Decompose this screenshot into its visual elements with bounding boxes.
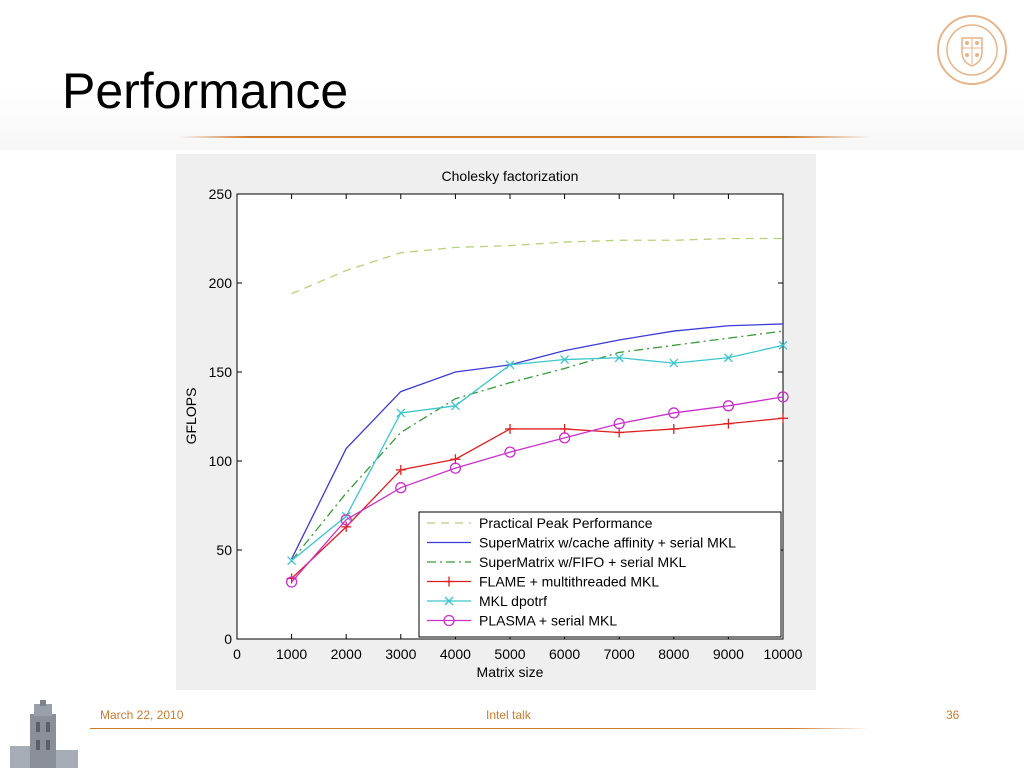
legend-label: Practical Peak Performance [479, 515, 653, 531]
series-0 [291, 237, 783, 295]
data-point [340, 514, 352, 526]
data-point [558, 432, 571, 444]
series-5 [285, 391, 789, 588]
chart-title: Cholesky factorization [442, 168, 579, 184]
y-axis: 0 50 100 150 200 250 [209, 186, 783, 647]
header-background [0, 0, 1024, 150]
data-point [505, 360, 515, 370]
series-line [291, 417, 784, 579]
series-layer [285, 237, 789, 588]
data-point [395, 482, 407, 494]
x-tick-label: 6000 [549, 646, 580, 662]
legend-label: SuperMatrix w/FIFO + serial MKL [479, 554, 687, 570]
x-tick-label: 3000 [385, 646, 416, 662]
y-tick-label: 150 [209, 364, 233, 380]
x-axis-label: Matrix size [477, 664, 544, 680]
x-tick-label: 4000 [440, 646, 471, 662]
legend-marker [444, 596, 454, 606]
legend-box [418, 511, 782, 638]
x-tick-label: 8000 [658, 646, 689, 662]
data-point [723, 353, 733, 363]
cholesky-chart: Cholesky factorization 0 1000 2000 3000 4000… [183, 168, 803, 680]
tower-image-icon [0, 700, 92, 768]
x-axis: 0 1000 2000 3000 4000 5000 6000 7000 8000 9000 100… [233, 194, 803, 662]
legend-label: PLASMA + serial MKL [479, 613, 617, 629]
x-tick-label: 0 [233, 646, 241, 662]
y-tick-label: 0 [224, 631, 232, 647]
data-point [504, 446, 516, 458]
legend-label: MKL dpotrf [479, 593, 547, 609]
series-2 [291, 330, 784, 562]
x-tick-label: 7000 [604, 646, 635, 662]
chart-panel: Cholesky factorization 0 1000 2000 3000 4000… [176, 154, 816, 690]
legend-label: SuperMatrix w/cache affinity + serial MK… [479, 535, 736, 551]
series-1 [291, 323, 784, 560]
data-point [287, 556, 297, 566]
x-tick-label: 2000 [331, 646, 362, 662]
series-line [291, 323, 784, 560]
legend-marker [443, 614, 455, 627]
data-point [722, 400, 735, 412]
data-point [285, 576, 298, 588]
footer-divider [90, 728, 870, 729]
data-point [778, 340, 788, 350]
series-line [291, 237, 783, 295]
footer-title: Intel talk [486, 708, 531, 722]
data-point [614, 353, 624, 363]
legend-label: FLAME + multithreaded MKL [479, 574, 659, 590]
page-number: 36 [946, 708, 960, 722]
x-tick-label: 1000 [276, 646, 307, 662]
university-seal-icon [937, 15, 1007, 85]
footer-date: March 22, 2010 [100, 708, 184, 722]
data-point [668, 407, 680, 419]
slide-title: Performance [62, 63, 349, 119]
x-tick-label: 9000 [713, 646, 744, 662]
data-point [669, 358, 679, 368]
data-point [449, 462, 462, 474]
data-point [613, 417, 625, 430]
y-axis-label: GFLOPS [183, 388, 199, 445]
series-line [291, 344, 784, 562]
data-point [560, 355, 570, 364]
legend: Practical Peak Performance SuperMatrix w/… [418, 511, 782, 638]
data-point [341, 511, 351, 521]
series-4 [287, 340, 788, 566]
title-divider [180, 136, 870, 138]
data-point [450, 401, 460, 411]
y-tick-label: 200 [209, 275, 233, 291]
y-tick-label: 50 [216, 542, 232, 558]
y-tick-label: 100 [209, 453, 233, 469]
data-point [396, 408, 406, 418]
y-tick-label: 250 [209, 186, 233, 202]
x-tick-label: 10000 [764, 646, 803, 662]
series-line [291, 396, 784, 583]
x-tick-label: 5000 [494, 646, 525, 662]
series-line [291, 330, 784, 562]
data-point [777, 391, 789, 403]
